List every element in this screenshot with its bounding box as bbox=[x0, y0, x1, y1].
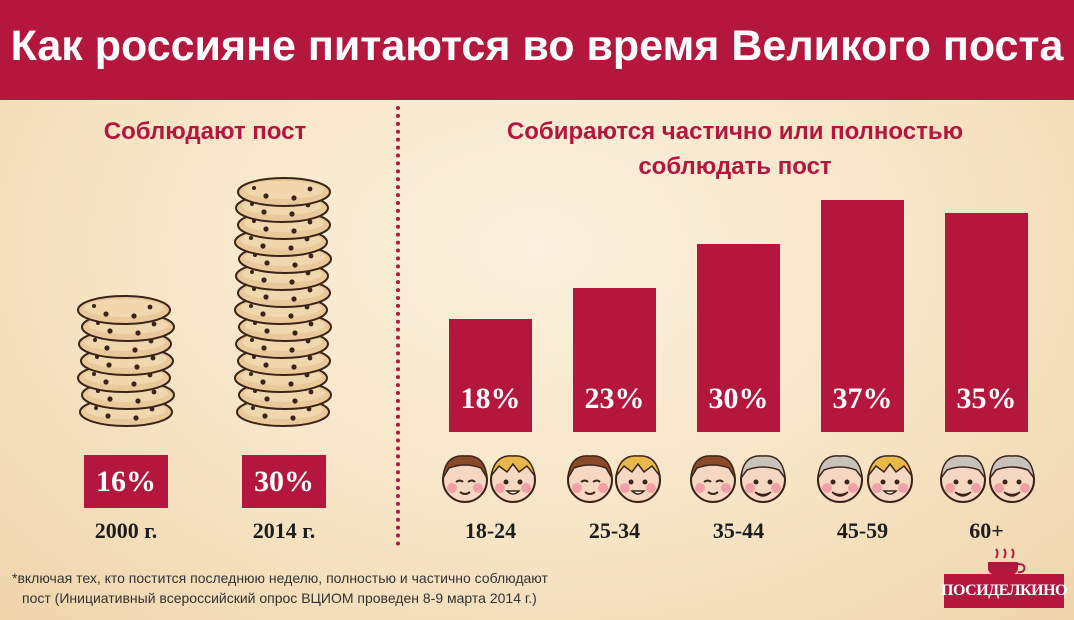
right-section-title-line1: Собираются частично или полностью bbox=[506, 118, 964, 145]
age-label: 25-34 bbox=[588, 518, 641, 543]
year-label-2014: 2014 г. bbox=[252, 518, 316, 543]
bar-25-34 bbox=[573, 287, 656, 432]
age-faces bbox=[442, 454, 1035, 503]
age-label: 18-24 bbox=[464, 518, 517, 543]
bar-18-24 bbox=[449, 319, 532, 432]
bar-35-44 bbox=[697, 243, 780, 432]
bar-value-label: 30% bbox=[708, 382, 769, 415]
bar-value-label: 37% bbox=[832, 382, 893, 415]
year-label-2000: 2000 г. bbox=[94, 518, 158, 543]
footnote-line2: пост (Инициативный всероссийский опрос В… bbox=[22, 590, 537, 606]
footnote: *включая тех, кто постится последнюю нед… bbox=[12, 568, 712, 608]
header-banner bbox=[0, 0, 1074, 100]
bar-value-label: 35% bbox=[956, 382, 1017, 415]
section-divider bbox=[396, 106, 400, 546]
cup-icon bbox=[988, 548, 1026, 576]
age-label: 45-59 bbox=[836, 518, 889, 543]
pancake-stack-2000 bbox=[77, 295, 175, 427]
logo-text: ПОСИДЕЛКИНО bbox=[941, 574, 1067, 608]
bar-value-label: 18% bbox=[460, 382, 521, 415]
logo: ПОСИДЕЛКИНО bbox=[941, 548, 1067, 610]
bar-45-59 bbox=[821, 200, 904, 432]
bar-60+ bbox=[945, 212, 1028, 432]
age-label: 35-44 bbox=[712, 518, 765, 543]
right-section-title-line2: соблюдать пост bbox=[638, 153, 832, 180]
percent-box-2014: 30% bbox=[242, 455, 326, 508]
percent-box-2000: 16% bbox=[84, 455, 168, 508]
left-section-title: Соблюдают пост bbox=[103, 118, 307, 145]
page-title: Как россияне питаются во время Великого … bbox=[10, 22, 1064, 70]
age-label: 60+ bbox=[969, 518, 1004, 543]
pancake-stack-2014 bbox=[234, 177, 332, 427]
footnote-line1: *включая тех, кто постится последнюю нед… bbox=[12, 570, 548, 586]
bar-value-label: 23% bbox=[584, 382, 645, 415]
